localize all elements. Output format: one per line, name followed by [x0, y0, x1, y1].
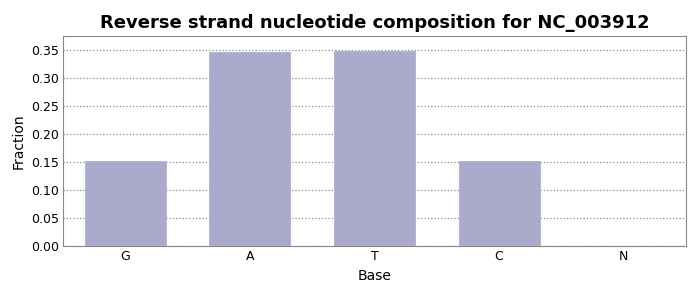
Bar: [458, 161, 540, 246]
Y-axis label: Fraction: Fraction: [11, 113, 25, 169]
Title: Reverse strand nucleotide composition for NC_003912: Reverse strand nucleotide composition fo…: [99, 14, 650, 32]
Bar: [209, 52, 290, 246]
Bar: [85, 161, 166, 246]
X-axis label: Base: Base: [358, 269, 391, 283]
Bar: [334, 51, 415, 246]
